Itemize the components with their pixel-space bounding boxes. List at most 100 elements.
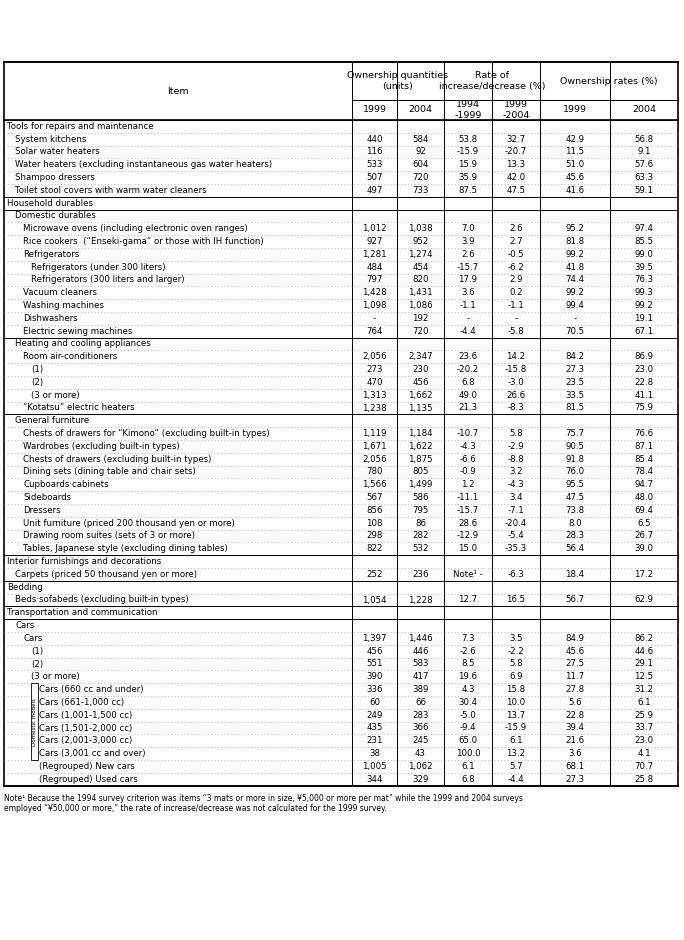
Text: 15.9: 15.9 xyxy=(458,161,477,169)
Text: 604: 604 xyxy=(412,161,429,169)
Text: 23.0: 23.0 xyxy=(635,736,654,745)
Text: 26.6: 26.6 xyxy=(506,391,525,400)
Text: -4.4: -4.4 xyxy=(508,775,525,784)
Text: 584: 584 xyxy=(412,134,429,144)
Text: 6.9: 6.9 xyxy=(510,672,523,682)
Text: 1,428: 1,428 xyxy=(363,289,387,297)
Text: 63.3: 63.3 xyxy=(635,173,654,182)
Text: -15.9: -15.9 xyxy=(505,724,527,732)
Text: 283: 283 xyxy=(412,711,429,720)
Text: 1,228: 1,228 xyxy=(408,596,433,604)
Text: -15.8: -15.8 xyxy=(505,365,527,374)
Text: 586: 586 xyxy=(412,494,429,502)
Text: 33.7: 33.7 xyxy=(635,724,654,732)
Text: 92: 92 xyxy=(415,148,426,156)
Text: (3 or more): (3 or more) xyxy=(31,391,79,400)
Text: Ownership rates (%): Ownership rates (%) xyxy=(560,76,658,86)
Text: 797: 797 xyxy=(367,275,382,285)
Text: Refrigerators (under 300 liters): Refrigerators (under 300 liters) xyxy=(31,262,166,272)
Text: -3.0: -3.0 xyxy=(508,378,525,387)
Text: Refrigerators (300 liters and larger): Refrigerators (300 liters and larger) xyxy=(31,275,185,285)
Text: 389: 389 xyxy=(412,685,429,694)
Text: 68.1: 68.1 xyxy=(566,762,585,771)
Text: 3.2: 3.2 xyxy=(509,467,523,477)
Text: 99.3: 99.3 xyxy=(635,289,653,297)
Text: (3 or more): (3 or more) xyxy=(31,672,79,682)
Text: Household durables: Household durables xyxy=(7,198,93,208)
Text: 2.6: 2.6 xyxy=(509,225,523,233)
Text: 583: 583 xyxy=(412,660,429,668)
Text: 1,135: 1,135 xyxy=(408,403,433,413)
Text: 81.8: 81.8 xyxy=(566,237,585,246)
Text: 2,056: 2,056 xyxy=(363,352,387,361)
Text: 29.1: 29.1 xyxy=(635,660,653,668)
Text: 249: 249 xyxy=(367,711,382,720)
Text: 17.9: 17.9 xyxy=(458,275,477,285)
Text: -11.1: -11.1 xyxy=(457,494,479,502)
Text: 366: 366 xyxy=(412,724,429,732)
Text: 764: 764 xyxy=(366,327,383,336)
Text: 2.7: 2.7 xyxy=(509,237,523,246)
Text: 70.7: 70.7 xyxy=(635,762,654,771)
Text: (1): (1) xyxy=(31,365,43,374)
Text: (Regrouped) New cars: (Regrouped) New cars xyxy=(39,762,135,771)
Text: 856: 856 xyxy=(366,506,383,515)
Text: 470: 470 xyxy=(366,378,383,387)
Text: 10.0: 10.0 xyxy=(506,697,525,707)
Text: 42.0: 42.0 xyxy=(506,173,525,182)
Text: -15.9: -15.9 xyxy=(457,148,479,156)
Text: 85.4: 85.4 xyxy=(635,455,654,463)
Text: -: - xyxy=(573,314,577,323)
Text: Beds·sofabeds (excluding built-in types): Beds·sofabeds (excluding built-in types) xyxy=(15,596,189,604)
Text: 99.4: 99.4 xyxy=(566,301,584,310)
Text: 22.8: 22.8 xyxy=(635,378,654,387)
Text: 45.6: 45.6 xyxy=(566,173,585,182)
Text: 6.8: 6.8 xyxy=(461,378,475,387)
Text: 4.3: 4.3 xyxy=(461,685,475,694)
Text: Transportation and communication: Transportation and communication xyxy=(7,608,157,618)
Text: 27.5: 27.5 xyxy=(566,660,585,668)
Text: 47.5: 47.5 xyxy=(566,494,585,502)
Text: 14.2: 14.2 xyxy=(506,352,525,361)
Text: 45.6: 45.6 xyxy=(566,647,585,656)
Text: 1999
-2004: 1999 -2004 xyxy=(502,101,529,119)
Text: 245: 245 xyxy=(412,736,429,745)
Text: 41.6: 41.6 xyxy=(566,186,585,195)
Text: 17.2: 17.2 xyxy=(635,570,654,579)
Text: 75.7: 75.7 xyxy=(566,429,585,438)
Text: 16.5: 16.5 xyxy=(506,596,525,604)
Text: 282: 282 xyxy=(412,531,429,540)
Text: 454: 454 xyxy=(412,262,429,272)
Text: -0.5: -0.5 xyxy=(508,250,525,258)
Text: 86.2: 86.2 xyxy=(635,634,654,643)
Text: 1,662: 1,662 xyxy=(408,391,433,400)
Text: 22.8: 22.8 xyxy=(566,711,585,720)
Text: 44.6: 44.6 xyxy=(635,647,654,656)
Text: 192: 192 xyxy=(412,314,429,323)
Text: 780: 780 xyxy=(366,467,383,477)
Text: Dining sets (dining table and chair sets): Dining sets (dining table and chair sets… xyxy=(23,467,196,477)
Text: 81.5: 81.5 xyxy=(566,403,585,413)
Text: 3.5: 3.5 xyxy=(509,634,523,643)
Text: 25.9: 25.9 xyxy=(635,711,653,720)
Text: 13.7: 13.7 xyxy=(506,711,525,720)
Text: 1,012: 1,012 xyxy=(363,225,387,233)
Bar xyxy=(31,683,38,760)
Text: 7.0: 7.0 xyxy=(461,225,475,233)
Text: 497: 497 xyxy=(367,186,382,195)
Text: 1,274: 1,274 xyxy=(408,250,433,258)
Text: 19.1: 19.1 xyxy=(635,314,653,323)
Text: 70.5: 70.5 xyxy=(566,327,585,336)
Text: 65.0: 65.0 xyxy=(458,736,477,745)
Text: 1,005: 1,005 xyxy=(363,762,387,771)
Text: Refrigerators: Refrigerators xyxy=(23,250,79,258)
Text: Rate of
increase/decrease (%): Rate of increase/decrease (%) xyxy=(438,71,545,90)
Text: 57.6: 57.6 xyxy=(635,161,654,169)
Text: 820: 820 xyxy=(412,275,429,285)
Text: Toilet stool covers with warm water cleaners: Toilet stool covers with warm water clea… xyxy=(15,186,207,195)
Text: 440: 440 xyxy=(366,134,383,144)
Text: 53.8: 53.8 xyxy=(458,134,477,144)
Text: 0.2: 0.2 xyxy=(509,289,523,297)
Text: 25.8: 25.8 xyxy=(635,775,654,784)
Text: -15.7: -15.7 xyxy=(457,506,479,515)
